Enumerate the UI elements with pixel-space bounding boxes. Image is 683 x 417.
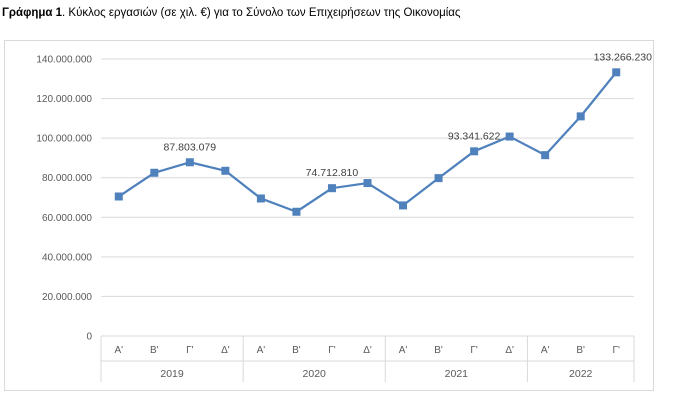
x-tick-label: Δ': [505, 345, 514, 356]
series-points: [114, 68, 621, 216]
year-label: 2020: [303, 368, 327, 380]
data-point: [185, 158, 194, 167]
data-label: 74.712.810: [306, 167, 359, 179]
data-point: [505, 132, 514, 141]
y-tick-label: 40.000.000: [42, 252, 92, 263]
year-label: 2022: [569, 368, 593, 380]
data-point: [541, 151, 550, 160]
y-tick-label: 60.000.000: [42, 213, 92, 224]
year-label: 2021: [445, 368, 469, 380]
data-label: 133.266.230: [594, 51, 653, 63]
x-tick-label: Α': [257, 345, 266, 356]
chart-area: [4, 40, 654, 391]
data-labels: 87.803.079 74.712.810 93.341.622 133.266.23…: [164, 51, 653, 179]
data-point: [399, 201, 408, 210]
x-tick-label: Γ': [470, 345, 478, 356]
x-tick-label: Γ': [186, 345, 194, 356]
data-point: [114, 192, 123, 201]
x-tick-label: Β': [576, 345, 585, 356]
data-point: [221, 166, 230, 175]
data-point: [256, 194, 265, 203]
x-tick-label: Α': [541, 345, 550, 356]
year-label: 2019: [160, 368, 184, 380]
data-label: 87.803.079: [164, 141, 217, 153]
data-point: [612, 68, 621, 77]
y-axis-ticks: 0 20.000.000 40.000.000 60.000.000 80.000.00…: [36, 55, 92, 343]
x-tick-label: Δ': [363, 345, 372, 356]
y-tick-label: 100.000.000: [36, 134, 92, 145]
chart-title: Γράφημα 1. Κύκλος εργασιών (σε χιλ. €) γ…: [2, 7, 460, 19]
gridlines: [101, 58, 634, 297]
data-point: [470, 147, 479, 156]
data-point: [327, 184, 336, 193]
chart-title-number: Γράφημα 1: [2, 7, 63, 19]
data-point: [150, 168, 159, 177]
x-tick-label: Γ': [328, 345, 336, 356]
x-tick-label: Α': [399, 345, 408, 356]
data-point: [434, 174, 443, 183]
y-tick-label: 20.000.000: [42, 292, 92, 303]
y-tick-label: 120.000.000: [36, 94, 92, 105]
x-tick-label: Α': [114, 345, 123, 356]
data-point: [292, 207, 301, 216]
y-tick-label: 80.000.000: [42, 173, 92, 184]
y-tick-label: 140.000.000: [36, 55, 92, 66]
x-tick-label: Β': [434, 345, 443, 356]
category-axis: 2019 2020 2021 2022 Α' Β' Γ' Δ' Α' Β' Γ' Δ' Α' Β' Γ' Δ'…: [100, 335, 635, 382]
x-tick-label: Β': [292, 345, 301, 356]
data-label: 93.341.622: [448, 130, 501, 142]
x-tick-label: Β': [150, 345, 159, 356]
chart-title-text: . Κύκλος εργασιών (σε χιλ. €) για το Σύν…: [62, 7, 461, 19]
data-point: [576, 112, 585, 121]
x-tick-label: Γ': [613, 345, 621, 356]
x-tick-label: Δ': [221, 345, 230, 356]
data-point: [363, 179, 372, 188]
y-tick-label: 0: [86, 332, 92, 343]
